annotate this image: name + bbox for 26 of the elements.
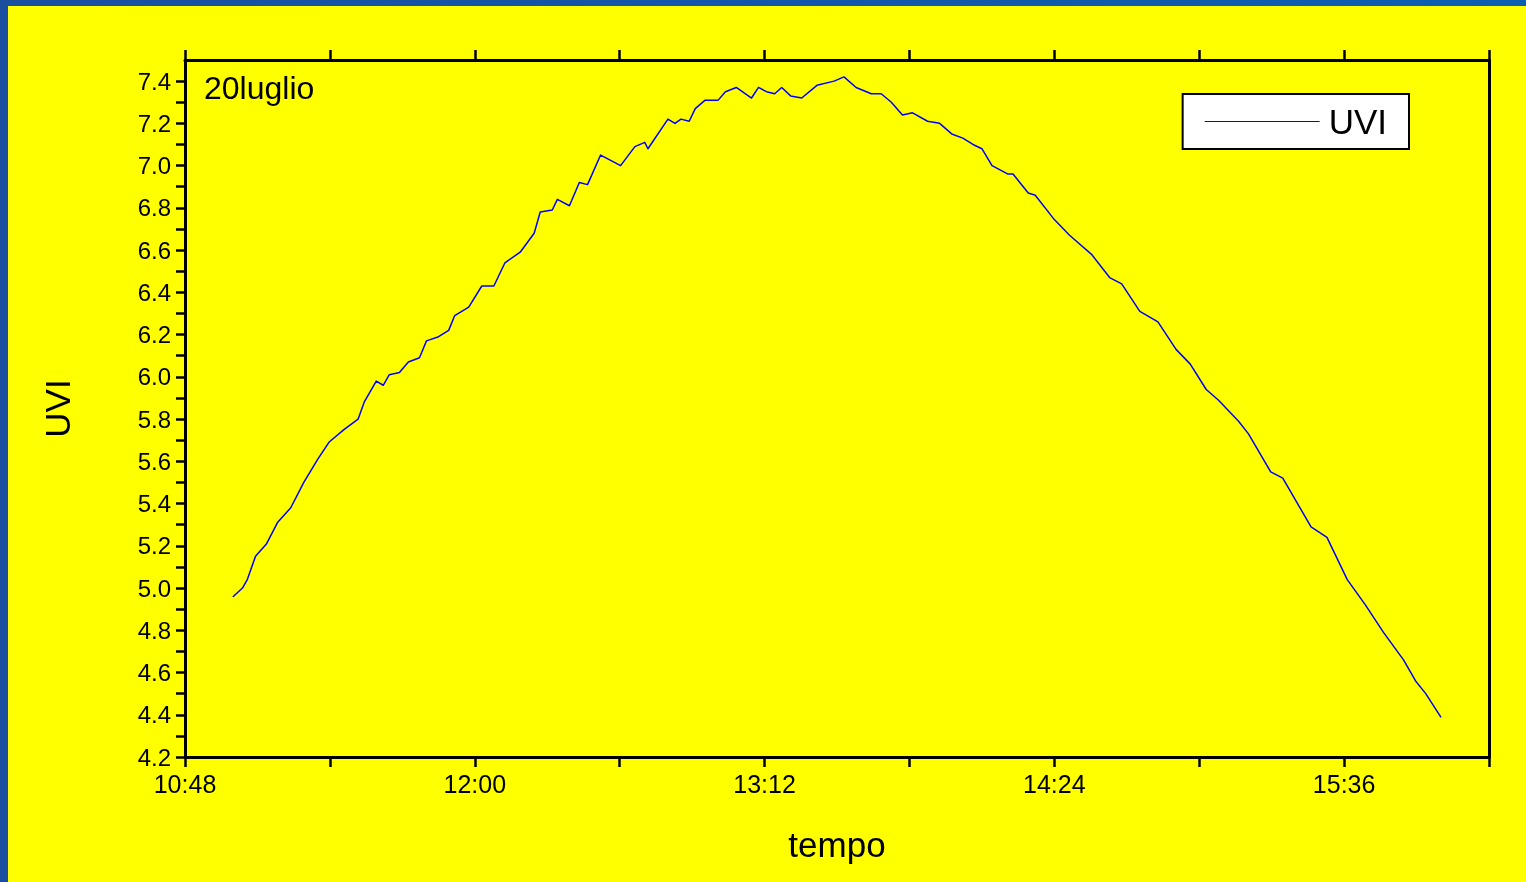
y-tick-label: 4.6	[137, 659, 171, 687]
legend-label: UVI	[1328, 102, 1388, 141]
y-tick-label: 6.2	[137, 321, 171, 349]
y-tick-label: 6.6	[137, 236, 171, 264]
annotation: 20luglio	[204, 70, 315, 106]
y-tick-label: 5.0	[137, 574, 171, 602]
y-tick-label: 5.6	[137, 447, 171, 475]
y-tick-label: 7.4	[137, 67, 171, 95]
y-tick-label: 6.8	[137, 194, 171, 222]
y-tick-label: 6.4	[137, 278, 171, 306]
y-tick-label: 6.0	[137, 363, 171, 391]
x-tick-label: 12:00	[443, 769, 507, 798]
x-tick-label: 15:36	[1312, 769, 1376, 798]
y-tick-label: 7.2	[137, 109, 171, 137]
y-tick-label: 4.2	[137, 743, 171, 771]
y-axis-title: UVI	[38, 379, 77, 438]
y-tick-label: 7.0	[137, 152, 171, 180]
x-tick-label: 13:12	[733, 769, 796, 798]
y-tick-label: 5.2	[137, 532, 171, 560]
y-tick-label: 5.4	[137, 490, 171, 518]
y-tick-label: 5.8	[137, 405, 171, 433]
x-axis-title: tempo	[788, 825, 886, 864]
x-tick-label: 10:48	[153, 769, 217, 798]
y-tick-label: 4.8	[137, 616, 171, 644]
x-tick-label: 14:24	[1023, 769, 1086, 798]
y-tick-label: 4.4	[137, 701, 171, 729]
